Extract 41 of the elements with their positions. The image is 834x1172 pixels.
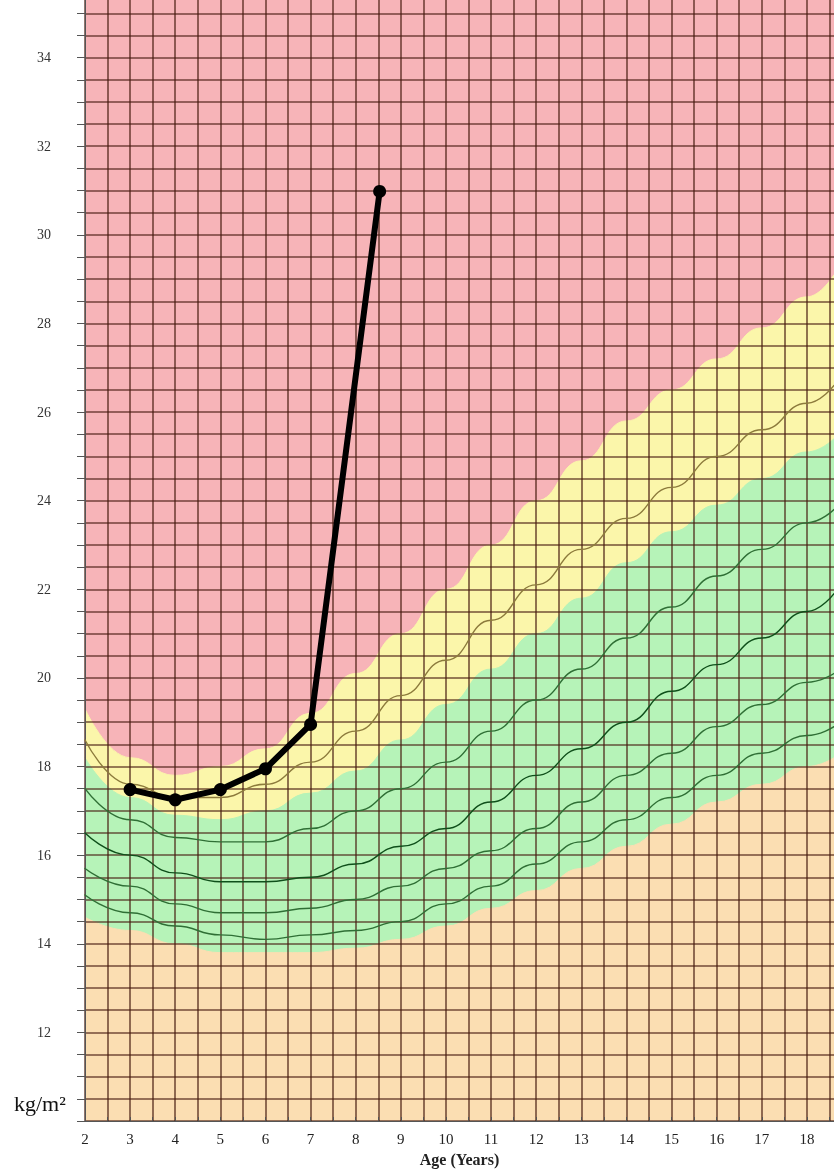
- line-series: [84, 725, 834, 941]
- x-tick-label: 10: [438, 1130, 454, 1147]
- line-series: [84, 593, 834, 883]
- line-series: [84, 508, 834, 843]
- point: [213, 783, 227, 797]
- x-axis-title: Age (Years): [419, 1150, 500, 1169]
- x-tick-label: 2: [81, 1130, 89, 1147]
- x-tick-label: 6: [261, 1130, 270, 1147]
- y-tick-label: 18: [37, 759, 51, 775]
- point: [373, 184, 387, 198]
- y-tick-label: 34: [37, 50, 51, 66]
- x-tick-label: 5: [216, 1130, 225, 1147]
- point: [168, 793, 182, 807]
- x-tick-label: 4: [171, 1130, 180, 1147]
- y-tick-label: 16: [37, 847, 51, 863]
- x-tick-label: 15: [664, 1130, 680, 1147]
- x-tick-label: 12: [528, 1130, 544, 1147]
- line-series: [84, 672, 834, 914]
- x-tick-label: 7: [306, 1130, 315, 1147]
- point: [259, 762, 272, 776]
- x-tick-label: 3: [126, 1130, 134, 1147]
- y-tick-label: 22: [37, 581, 51, 597]
- y-axis-title: kg/m²: [14, 1090, 67, 1116]
- point: [304, 717, 318, 731]
- x-tick-label: 9: [397, 1130, 405, 1147]
- x-tick-label: 11: [483, 1130, 499, 1147]
- x-tick-label: 17: [754, 1130, 770, 1147]
- y-tick-label: 30: [37, 227, 51, 243]
- x-tick-label: 18: [799, 1130, 815, 1147]
- x-tick-label: 14: [618, 1130, 635, 1147]
- x-tick-label: 8: [351, 1130, 360, 1147]
- y-tick-label: 20: [37, 670, 51, 686]
- y-tick-label: 26: [37, 404, 51, 420]
- y-tick-label: 14: [37, 936, 51, 952]
- y-tick-label: 32: [37, 138, 51, 154]
- point: [123, 783, 137, 797]
- x-tick-label: 13: [573, 1130, 589, 1147]
- y-tick-label: 12: [37, 1024, 51, 1040]
- y-tick-label: 24: [37, 493, 51, 509]
- y-tick-label: 28: [37, 315, 51, 331]
- x-tick-label: 16: [709, 1130, 725, 1147]
